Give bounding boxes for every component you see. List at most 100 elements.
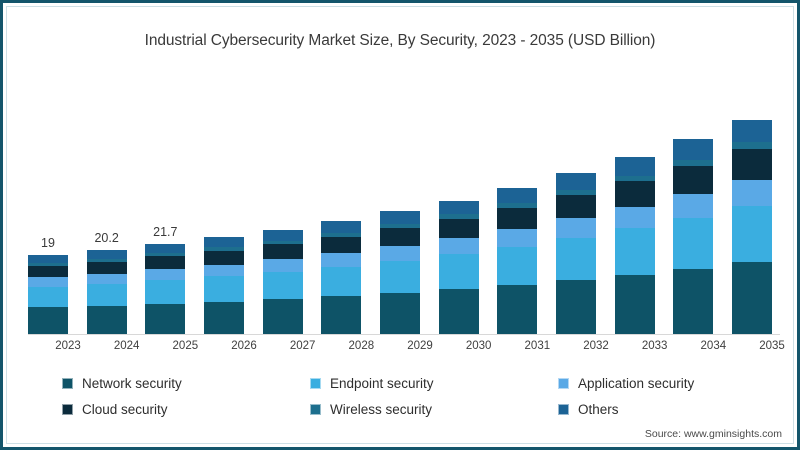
bar-segment[interactable] — [380, 224, 420, 229]
legend-item-wireless-security[interactable]: Wireless security — [310, 402, 558, 417]
bar-segment[interactable] — [732, 205, 772, 263]
bar-segment[interactable] — [556, 173, 596, 191]
bar-segment[interactable] — [86, 283, 127, 306]
bar-segment[interactable] — [262, 240, 303, 245]
bar-segment[interactable] — [204, 276, 244, 302]
x-axis-tick-label: 2024 — [113, 340, 140, 352]
bar-segment[interactable] — [380, 292, 420, 334]
bar-segment[interactable] — [614, 156, 655, 176]
bar-segment[interactable] — [28, 255, 68, 264]
bar-segment[interactable] — [380, 245, 420, 261]
bar-group[interactable] — [556, 173, 596, 334]
bar-segment[interactable] — [497, 246, 538, 285]
bar-segment[interactable] — [321, 221, 362, 233]
bar-group[interactable] — [204, 237, 244, 334]
bar-group[interactable] — [438, 200, 479, 334]
bar-segment[interactable] — [556, 279, 596, 334]
bar-segment[interactable] — [732, 119, 772, 143]
bar-segment[interactable] — [380, 211, 420, 225]
bar-segment[interactable] — [380, 260, 420, 293]
bar-segment[interactable] — [497, 284, 538, 334]
bar-segment[interactable] — [28, 265, 68, 278]
bar-segment[interactable] — [732, 262, 772, 334]
bar-group[interactable] — [732, 119, 772, 334]
bar-segment[interactable] — [28, 307, 68, 334]
bar-segment[interactable] — [86, 261, 127, 274]
bar-group[interactable] — [321, 221, 362, 334]
bar-group[interactable] — [380, 211, 420, 334]
legend-item-others[interactable]: Others — [558, 402, 758, 417]
bar-segment[interactable] — [86, 305, 127, 334]
bar-group[interactable] — [262, 229, 303, 334]
bar-segment[interactable] — [438, 214, 479, 219]
bar-segment[interactable] — [556, 190, 596, 196]
bar-segment[interactable] — [614, 181, 655, 207]
bar-segment[interactable] — [497, 203, 538, 209]
bar-segment[interactable] — [321, 232, 362, 237]
bar-group[interactable]: 19 — [28, 236, 68, 334]
bar-segment[interactable] — [497, 208, 538, 230]
bar-segment[interactable] — [145, 269, 186, 280]
x-axis-baseline — [28, 334, 780, 335]
bar-segment[interactable] — [145, 253, 186, 257]
bar-segment[interactable] — [380, 228, 420, 246]
bar-segment[interactable] — [673, 194, 714, 218]
bar-group[interactable]: 21.7 — [145, 225, 186, 334]
bar-group[interactable]: 20.2 — [86, 231, 127, 334]
bar-segment[interactable] — [321, 296, 362, 334]
bar-segment[interactable] — [262, 299, 303, 334]
bar-segment[interactable] — [262, 229, 303, 241]
bar-segment[interactable] — [673, 138, 714, 160]
legend-item-endpoint-security[interactable]: Endpoint security — [310, 376, 558, 391]
bar-segment[interactable] — [438, 218, 479, 238]
bar-segment[interactable] — [204, 237, 244, 248]
bar-segment[interactable] — [438, 200, 479, 215]
bar-segment[interactable] — [614, 274, 655, 334]
bar-segment[interactable] — [673, 159, 714, 167]
legend-label: Endpoint security — [330, 375, 434, 391]
bar-segment[interactable] — [145, 303, 186, 334]
bar-segment[interactable] — [321, 252, 362, 267]
bar-segment[interactable] — [673, 268, 714, 334]
bar-segment[interactable] — [556, 195, 596, 219]
bar-segment[interactable] — [497, 229, 538, 247]
bar-segment[interactable] — [732, 180, 772, 206]
bar-segment[interactable] — [204, 250, 244, 265]
bar-group[interactable] — [614, 156, 655, 334]
bar-segment[interactable] — [262, 259, 303, 272]
legend-item-network-security[interactable]: Network security — [62, 376, 310, 391]
legend-item-cloud-security[interactable]: Cloud security — [62, 402, 310, 417]
bar-segment[interactable] — [145, 256, 186, 270]
bar-segment[interactable] — [556, 237, 596, 280]
bar-segment[interactable] — [321, 236, 362, 253]
bar-segment[interactable] — [438, 254, 479, 290]
bar-segment[interactable] — [497, 188, 538, 204]
bar-segment[interactable] — [28, 277, 68, 287]
bar-segment[interactable] — [614, 175, 655, 182]
bar-segment[interactable] — [732, 149, 772, 181]
bar-segment[interactable] — [204, 247, 244, 251]
bar-segment[interactable] — [614, 206, 655, 228]
bar-segment[interactable] — [438, 289, 479, 334]
bar-segment[interactable] — [28, 286, 68, 308]
bar-segment[interactable] — [732, 142, 772, 150]
bar-segment[interactable] — [86, 273, 127, 284]
bar-segment[interactable] — [673, 166, 714, 195]
bar-segment[interactable] — [262, 271, 303, 300]
bar-segment[interactable] — [204, 264, 244, 277]
bar-segment[interactable] — [145, 279, 186, 304]
bar-segment[interactable] — [145, 243, 186, 254]
bar-segment[interactable] — [673, 217, 714, 269]
bar-segment[interactable] — [204, 301, 244, 334]
bar-segment[interactable] — [614, 227, 655, 275]
bar-segment[interactable] — [86, 258, 127, 262]
bar-segment[interactable] — [321, 266, 362, 297]
bar-group[interactable] — [497, 188, 538, 334]
bar-segment[interactable] — [556, 218, 596, 238]
bar-segment[interactable] — [262, 244, 303, 260]
legend-item-application-security[interactable]: Application security — [558, 376, 758, 391]
bar-segment[interactable] — [438, 237, 479, 255]
bar-group[interactable] — [673, 138, 714, 334]
bar-segment[interactable] — [86, 249, 127, 259]
bar-segment[interactable] — [28, 263, 68, 266]
